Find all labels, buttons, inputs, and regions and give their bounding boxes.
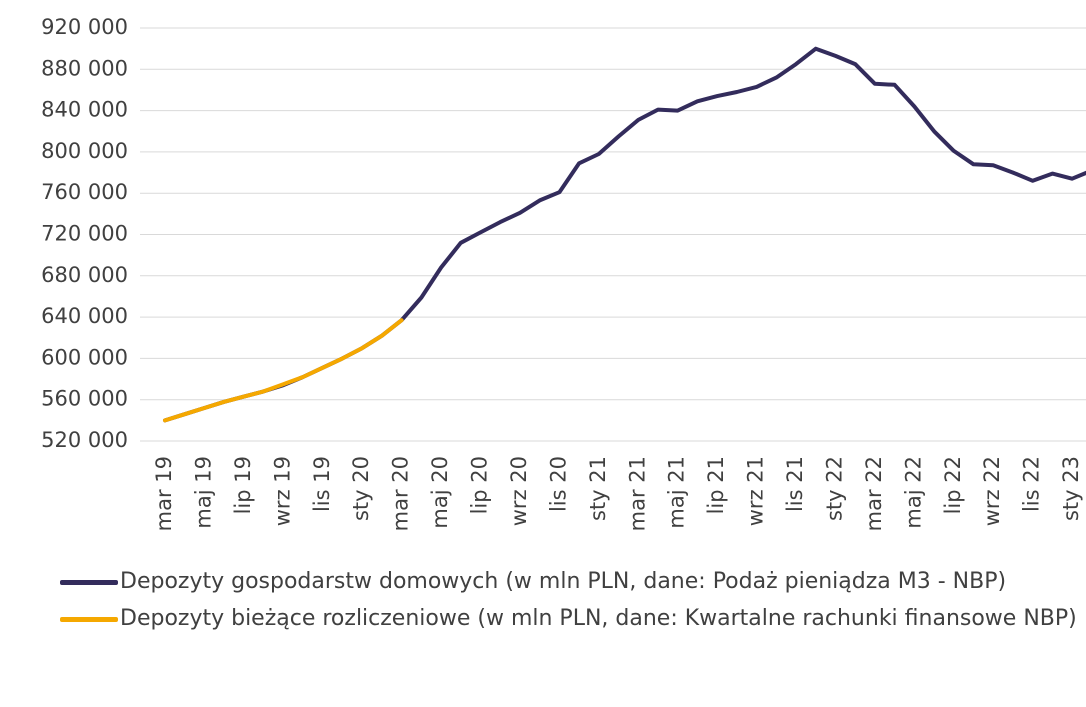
legend-label: Depozyty bieżące rozliczeniowe (w mln PL… xyxy=(120,606,1077,631)
x-tick-label: wrz 22 xyxy=(980,456,1004,526)
x-tick-label: sty 20 xyxy=(349,456,373,521)
y-tick-label: 680 000 xyxy=(41,263,128,287)
y-tick-label: 920 000 xyxy=(41,15,128,39)
x-tick-label: lip 19 xyxy=(231,456,255,514)
x-tick-label: lip 22 xyxy=(941,456,965,514)
x-tick-label: maj 19 xyxy=(191,456,215,529)
x-tick-label: sty 22 xyxy=(822,456,846,521)
legend-item: Depozyty gospodarstw domowych (w mln PLN… xyxy=(60,563,1080,600)
legend-swatch xyxy=(60,617,118,622)
x-tick-label: wrz 19 xyxy=(270,456,294,526)
y-tick-label: 800 000 xyxy=(41,139,128,163)
y-tick-label: 560 000 xyxy=(41,387,128,411)
x-tick-label: mar 19 xyxy=(152,456,176,531)
y-tick-label: 880 000 xyxy=(41,56,128,80)
x-tick-label: lis 21 xyxy=(783,456,807,512)
y-tick-label: 640 000 xyxy=(41,304,128,328)
x-tick-label: lip 21 xyxy=(704,456,728,514)
x-tick-label: maj 22 xyxy=(901,456,925,529)
legend: Depozyty gospodarstw domowych (w mln PLN… xyxy=(60,563,1086,637)
x-tick-label: mar 20 xyxy=(389,456,413,531)
x-tick-label: wrz 21 xyxy=(744,456,768,526)
legend-item: Depozyty bieżące rozliczeniowe (w mln PL… xyxy=(60,600,1080,637)
y-tick-label: 720 000 xyxy=(41,222,128,246)
x-tick-label: maj 20 xyxy=(428,456,452,529)
x-tick-label: lip 20 xyxy=(468,456,492,514)
y-tick-label: 600 000 xyxy=(41,345,128,369)
y-tick-label: 760 000 xyxy=(41,180,128,204)
x-tick-label: lis 20 xyxy=(546,456,570,512)
x-tick-label: wrz 20 xyxy=(507,456,531,526)
chart: 520 000 560 000 600 000 640 000 680 000 720 0… xyxy=(41,15,1086,531)
x-tick-label: maj 21 xyxy=(665,456,689,529)
y-tick-label: 520 000 xyxy=(41,428,128,452)
x-tick-label: sty 21 xyxy=(586,456,610,521)
x-tick-label: mar 22 xyxy=(862,456,886,531)
x-tick-label: lis 19 xyxy=(310,456,334,512)
x-tick-label: mar 21 xyxy=(625,456,649,531)
y-tick-label: 840 000 xyxy=(41,98,128,122)
x-tick-label: sty 23 xyxy=(1059,456,1083,521)
series-line xyxy=(163,318,404,423)
legend-label: Depozyty gospodarstw domowych (w mln PLN… xyxy=(120,569,1007,594)
x-tick-label: lis 22 xyxy=(1020,456,1044,512)
legend-swatch xyxy=(60,580,118,585)
